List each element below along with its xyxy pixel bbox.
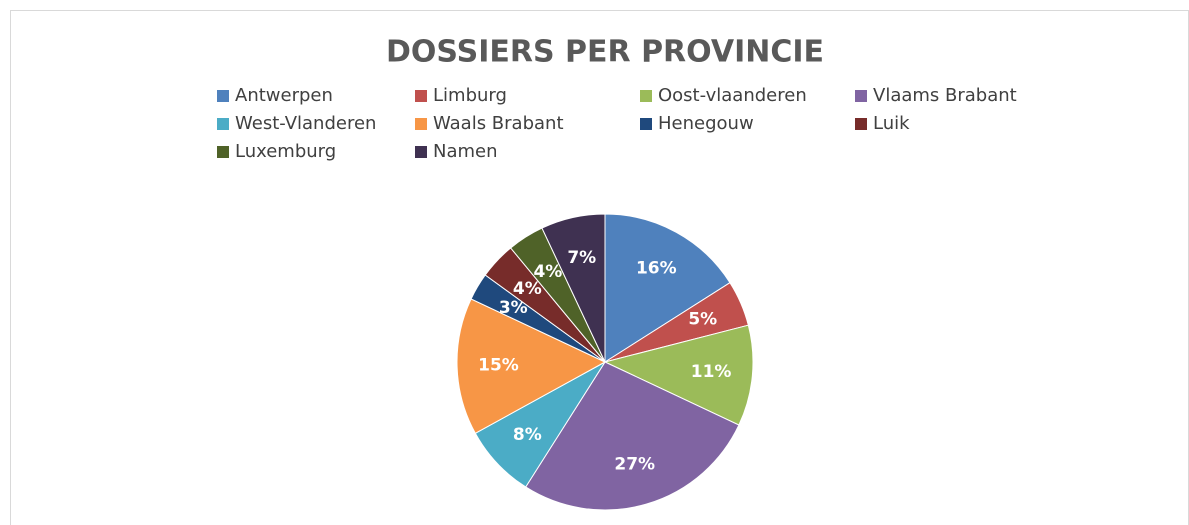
- legend-label: Oost-vlaanderen: [658, 85, 807, 106]
- data-label: 15%: [478, 355, 519, 375]
- legend-label: Henegouw: [658, 113, 754, 134]
- legend-swatch: [217, 118, 229, 130]
- data-label: 27%: [614, 454, 655, 474]
- legend-swatch: [855, 90, 867, 102]
- data-label: 11%: [691, 362, 732, 382]
- legend-swatch: [217, 90, 229, 102]
- legend-swatch: [415, 90, 427, 102]
- legend-swatch: [415, 118, 427, 130]
- pie-slice: [604, 213, 731, 363]
- legend-swatch: [217, 146, 229, 158]
- data-label: 4%: [533, 262, 562, 282]
- legend-label: Vlaams Brabant: [873, 85, 1017, 106]
- chart-title: DOSSIERS PER PROVINCIE: [386, 35, 824, 70]
- legend-label: Waals Brabant: [433, 113, 564, 134]
- pie-slice: [456, 298, 607, 434]
- data-label: 8%: [513, 425, 542, 445]
- pie-slice: [525, 361, 740, 511]
- legend-label: Luxemburg: [235, 141, 336, 162]
- legend-label: West-Vlanderen: [235, 113, 376, 134]
- legend-swatch: [640, 90, 652, 102]
- legend-swatch: [640, 118, 652, 130]
- legend-swatch: [415, 146, 427, 158]
- pie-slice: [603, 324, 754, 426]
- legend-label: Namen: [433, 141, 498, 162]
- data-label: 5%: [688, 310, 717, 330]
- data-label: 7%: [567, 248, 596, 268]
- legend-label: Luik: [873, 113, 910, 134]
- data-label: 4%: [513, 279, 542, 299]
- legend-label: Limburg: [433, 85, 507, 106]
- pie-slice: [541, 213, 606, 363]
- legend-swatch: [855, 118, 867, 130]
- data-label: 16%: [636, 259, 677, 279]
- data-label: 3%: [499, 298, 528, 318]
- legend-label: Antwerpen: [235, 85, 333, 106]
